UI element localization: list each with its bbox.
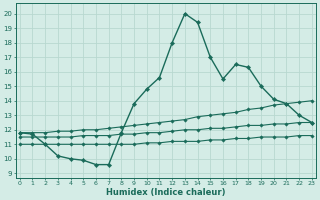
X-axis label: Humidex (Indice chaleur): Humidex (Indice chaleur) bbox=[106, 188, 226, 197]
